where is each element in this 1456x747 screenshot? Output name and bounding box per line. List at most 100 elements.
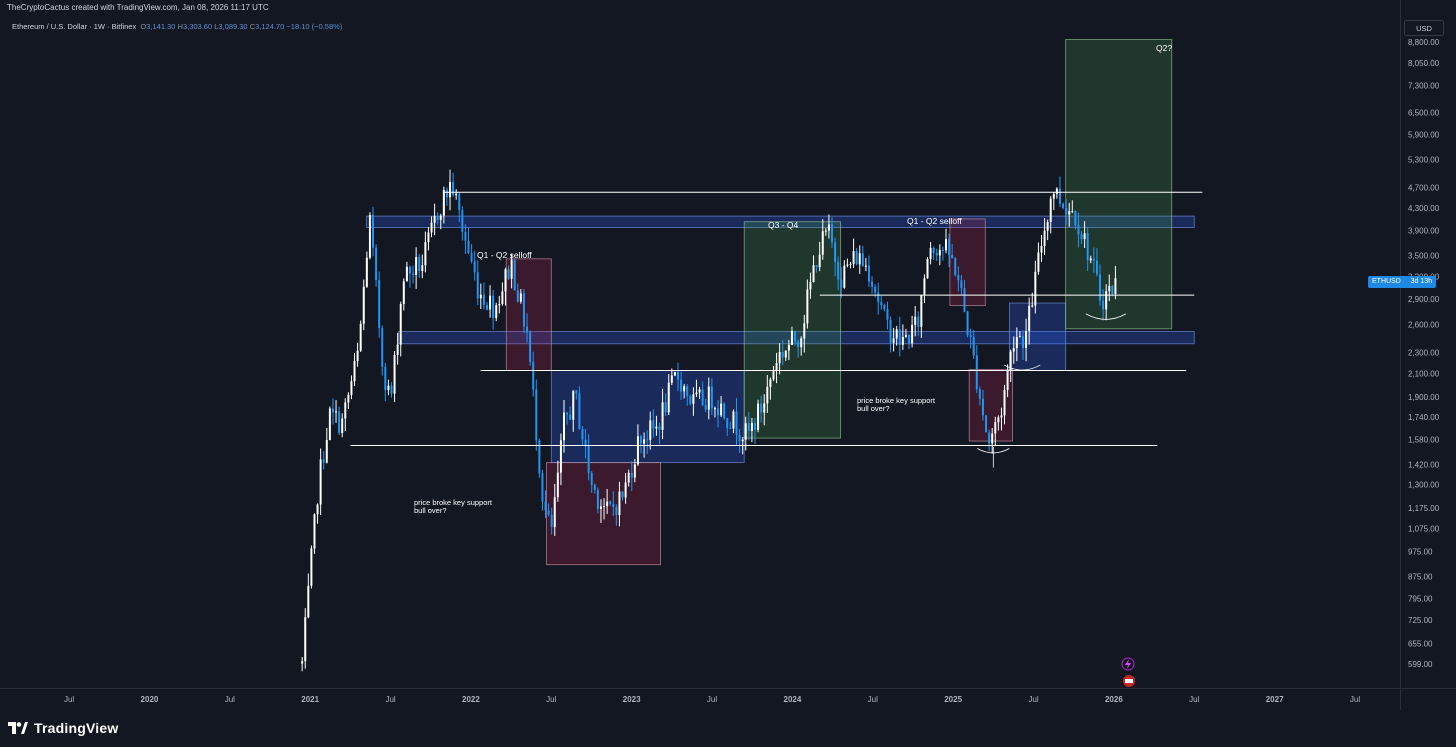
- candle: [1111, 284, 1114, 297]
- bottom-arc: [1085, 313, 1127, 320]
- candle: [581, 426, 584, 446]
- price-tick-label: 7,300.00: [1408, 81, 1440, 90]
- candle: [544, 490, 547, 519]
- candle-body: [504, 269, 507, 292]
- candle-body: [418, 257, 421, 272]
- candle: [735, 398, 738, 446]
- candle: [1034, 260, 1037, 314]
- candle: [513, 258, 516, 291]
- candle-body: [827, 224, 830, 231]
- candle: [726, 417, 729, 436]
- tradingview-logo[interactable]: TradingView: [8, 720, 118, 736]
- candle-body: [338, 411, 341, 434]
- candle-body: [489, 295, 492, 310]
- candle-body: [932, 247, 935, 254]
- candle-body: [495, 305, 498, 319]
- candle: [1052, 192, 1055, 211]
- candle: [923, 274, 926, 303]
- candle-body: [587, 445, 590, 473]
- currency-selector[interactable]: USD: [1404, 20, 1444, 36]
- candle-body: [673, 372, 676, 376]
- time-tick-label: Jul: [225, 695, 235, 704]
- candle-body: [852, 251, 855, 264]
- price-tick-label: 1,580.00: [1408, 436, 1440, 445]
- candle-body: [402, 281, 405, 305]
- candle: [1015, 327, 1018, 362]
- candle-body: [627, 472, 630, 483]
- candle: [824, 228, 827, 236]
- time-tick-label: 2025: [944, 695, 962, 704]
- candle-body: [1111, 285, 1114, 294]
- time-tick-label: 2022: [462, 695, 480, 704]
- candle-body: [683, 386, 686, 392]
- candle: [301, 657, 304, 672]
- candle-body: [680, 379, 683, 392]
- candle: [615, 504, 618, 526]
- candle-body: [781, 352, 784, 358]
- candle: [1037, 242, 1040, 275]
- candle-body: [393, 354, 396, 394]
- candle-body: [566, 412, 569, 415]
- candle-body: [538, 440, 541, 474]
- candle: [556, 460, 559, 502]
- candle: [522, 288, 525, 334]
- candle-body: [738, 435, 741, 442]
- candle-body: [886, 309, 889, 320]
- candle-body: [599, 506, 602, 509]
- candle: [1077, 212, 1080, 248]
- candle-body: [621, 491, 624, 498]
- candle: [831, 217, 834, 248]
- candle: [720, 395, 723, 418]
- price-chart[interactable]: 599.00 655.00 725.00 795.00 875.00 975.00 1,07…: [0, 0, 1456, 710]
- candle-body: [1022, 336, 1025, 349]
- candle: [430, 216, 433, 238]
- candle: [926, 257, 929, 279]
- candle-body: [787, 344, 790, 351]
- candle: [972, 329, 975, 359]
- candle: [763, 394, 766, 426]
- candle: [877, 282, 880, 315]
- candle: [904, 328, 907, 338]
- candle-body: [307, 585, 310, 618]
- candle: [640, 434, 643, 454]
- candle-body: [901, 337, 904, 345]
- candle: [969, 328, 972, 349]
- candle: [981, 389, 984, 421]
- candle: [325, 427, 328, 464]
- candle: [498, 295, 501, 314]
- candle: [603, 498, 606, 520]
- candle: [871, 276, 874, 294]
- candle-body: [941, 249, 944, 251]
- candle-body: [821, 231, 824, 255]
- candle-body: [646, 439, 649, 441]
- candle-body: [871, 281, 874, 287]
- price-tick-label: 1,420.00: [1408, 460, 1440, 469]
- candle: [652, 409, 655, 438]
- candle: [686, 383, 689, 406]
- candle-body: [997, 417, 1000, 423]
- candle-body: [858, 253, 861, 265]
- candle-body: [951, 254, 954, 259]
- candle: [630, 460, 633, 491]
- candle-body: [442, 189, 445, 216]
- price-tick-label: 795.00: [1408, 594, 1433, 603]
- time-tick-label: 2024: [784, 695, 802, 704]
- candle: [424, 231, 427, 273]
- candle: [837, 256, 840, 291]
- candle: [1009, 349, 1012, 383]
- candle: [892, 327, 895, 352]
- price-tick-label: 725.00: [1408, 616, 1433, 625]
- candle-body: [399, 304, 402, 345]
- candle-body: [593, 484, 596, 490]
- candle: [458, 192, 461, 223]
- candle-body: [923, 278, 926, 296]
- low-value: 3,089.30: [218, 22, 248, 31]
- candle-body: [1092, 258, 1095, 261]
- price-tag: ETHUSD 3d 13h: [1368, 275, 1436, 288]
- price-tag-countdown: 3d 13h: [1410, 278, 1432, 286]
- candle: [1108, 274, 1111, 302]
- candle: [624, 473, 627, 504]
- candle-body: [1043, 230, 1046, 247]
- price-tick-label: 875.00: [1408, 572, 1433, 581]
- candle-body: [640, 436, 643, 444]
